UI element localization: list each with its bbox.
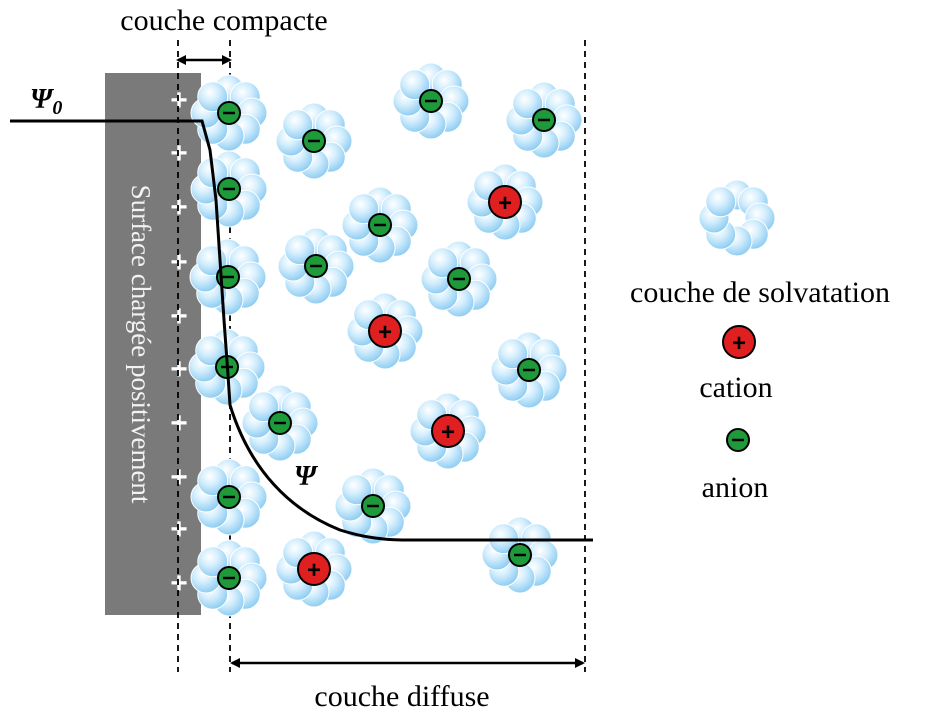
solvated-anion xyxy=(190,458,268,536)
solvated-cation: + xyxy=(409,392,487,470)
psi0-label: Ψ0 xyxy=(30,84,62,119)
solvated-anion xyxy=(189,238,267,316)
solvated-cation: + xyxy=(275,530,353,608)
charged-surface xyxy=(105,73,201,615)
surface-plus-charge: + xyxy=(170,246,188,279)
psi-label: Ψ xyxy=(294,461,319,492)
solvated-anion xyxy=(190,74,268,152)
diffuse-layer-label: couche diffuse xyxy=(314,680,489,713)
legend-anion-label: anion xyxy=(702,471,769,504)
solvated-anion xyxy=(481,516,559,594)
surface-plus-charge: + xyxy=(170,513,188,546)
solvated-anion xyxy=(190,150,268,228)
solvated-anion xyxy=(277,227,355,305)
solvated-anion xyxy=(275,102,353,180)
potential-curve xyxy=(10,119,593,542)
solvated-anion xyxy=(490,331,568,409)
solvated-anion xyxy=(420,240,498,318)
legend-solvation-label: couche de solvatation xyxy=(630,276,890,309)
solvated-cation: + xyxy=(346,292,424,370)
solvated-ions: + + + + xyxy=(188,62,583,617)
legend-anion-icon xyxy=(726,428,750,452)
surface-plus-charge: + xyxy=(170,353,188,386)
solvated-cation: + xyxy=(466,163,544,241)
svg-text:+: + xyxy=(732,330,746,357)
solvated-anion xyxy=(505,81,583,159)
solvated-anion xyxy=(341,186,419,264)
svg-text:+: + xyxy=(498,190,512,217)
svg-text:+: + xyxy=(307,557,321,584)
solvated-anion xyxy=(190,539,268,617)
svg-text:+: + xyxy=(441,419,455,446)
solvated-anion xyxy=(241,384,319,462)
surface-charges: + + + + + + + + + + xyxy=(170,84,188,600)
surface-plus-charge: + xyxy=(170,300,188,333)
surface-plus-charge: + xyxy=(170,137,188,170)
surface-plus-charge: + xyxy=(170,191,188,224)
solvated-anion xyxy=(392,62,470,140)
legend-solvation-icon xyxy=(698,179,776,257)
compact-layer-label: couche compacte xyxy=(120,4,327,37)
surface-plus-charge: + xyxy=(170,84,188,117)
surface-label: Surface chargée positivement xyxy=(126,185,156,504)
legend-cation-label: cation xyxy=(699,371,772,404)
svg-text:+: + xyxy=(378,319,392,346)
surface-plus-charge: + xyxy=(170,407,188,440)
surface-plus-charge: + xyxy=(170,461,188,494)
legend-cation-icon: + xyxy=(722,325,756,359)
surface-plus-charge: + xyxy=(170,567,188,600)
